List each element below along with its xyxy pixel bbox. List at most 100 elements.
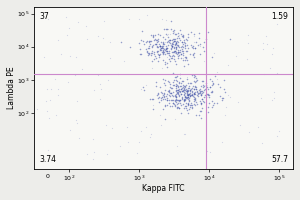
Point [156,93,161,96]
Point [168,59,172,62]
Point [150,34,155,37]
Point [169,47,174,50]
Point [175,88,180,92]
Point [188,94,193,98]
Point [165,28,170,31]
Point [164,33,169,36]
Point [171,46,176,49]
Point [185,96,190,99]
Point [175,92,180,95]
Point [197,110,202,113]
Point [191,52,196,55]
Point [258,97,263,100]
Point [151,43,156,46]
Point [137,52,142,55]
Point [137,41,142,44]
Point [163,44,168,47]
Point [185,88,190,91]
Point [4,154,9,157]
Point [265,42,269,46]
Point [198,101,203,105]
Point [206,88,211,91]
Point [22,89,27,92]
Point [178,90,183,93]
Point [152,51,156,54]
Point [176,106,181,109]
Point [98,88,103,91]
Point [152,33,157,36]
Point [172,37,177,40]
Point [208,85,213,89]
Point [168,46,173,49]
Point [175,107,180,110]
Point [45,87,50,90]
X-axis label: Kappa FITC: Kappa FITC [142,184,185,193]
Point [191,92,196,95]
Point [179,96,184,99]
Point [167,57,172,60]
Point [124,125,129,128]
Point [164,48,168,51]
Point [193,79,198,82]
Point [183,105,188,108]
Point [182,100,186,103]
Point [237,123,242,126]
Point [160,48,165,52]
Point [139,38,143,41]
Point [189,43,194,46]
Point [159,49,164,52]
Point [167,52,171,55]
Point [199,106,204,109]
Point [262,73,266,76]
Point [174,43,178,46]
Point [192,55,197,59]
Point [179,82,184,85]
Point [192,46,197,50]
Point [204,92,209,95]
Point [178,103,183,106]
Point [174,44,179,47]
Point [186,89,190,93]
Point [144,39,149,42]
Point [154,46,159,49]
Point [168,82,173,85]
Point [199,110,203,113]
Point [193,113,198,116]
Point [158,44,163,48]
Point [155,46,160,49]
Point [169,99,174,102]
Point [180,45,185,49]
Point [184,89,189,93]
Point [184,109,189,112]
Point [209,83,214,87]
Point [176,50,181,53]
Point [163,63,168,66]
Point [134,151,139,155]
Point [151,103,155,107]
Point [246,41,251,44]
Point [186,98,191,102]
Point [186,62,191,65]
Point [137,140,142,144]
Point [146,52,151,55]
Point [166,80,170,83]
Point [173,49,178,52]
Point [35,107,40,111]
Point [176,50,181,54]
Point [76,20,81,23]
Point [161,35,166,39]
Point [107,56,112,60]
Point [174,47,179,50]
Point [184,39,189,42]
Point [200,90,205,93]
Point [174,103,179,106]
Point [118,144,122,147]
Point [174,74,179,77]
Point [37,72,41,75]
Point [153,54,158,57]
Point [204,82,208,85]
Point [144,125,149,129]
Point [2,19,7,22]
Point [156,49,161,53]
Point [171,72,176,75]
